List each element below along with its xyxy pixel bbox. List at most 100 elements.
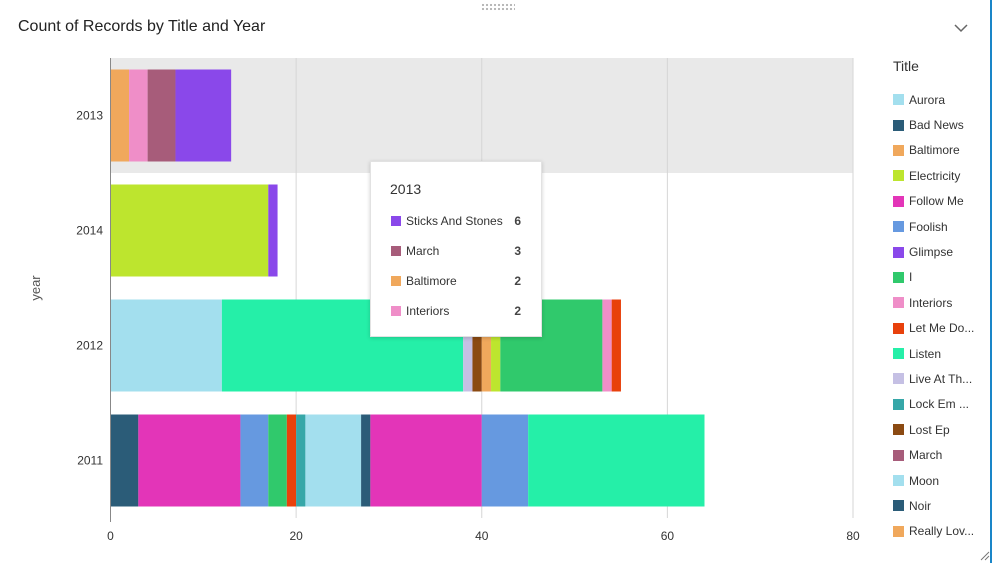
legend-label: Aurora [909,92,946,107]
legend-label: Glimpse [909,245,954,260]
legend-label: Really Lov... [909,524,975,539]
legend-item[interactable]: I [893,265,985,290]
bar-segment[interactable] [138,414,241,507]
legend-item[interactable]: Listen [893,341,985,366]
legend-item[interactable]: Bad News [893,112,985,137]
legend-item[interactable]: Aurora [893,87,985,112]
y-tick-label: 2012 [76,339,103,353]
legend-label: March [909,448,943,463]
tooltip-value: 6 [514,214,521,228]
legend: Title Aurora Bad News Baltimore Electricity… [893,58,985,544]
tooltip-value: 3 [514,244,521,258]
legend-label: Lock Em ... [909,397,970,412]
bar-segment[interactable] [296,414,306,507]
x-tick-label: 40 [475,529,489,543]
bar-segment[interactable] [370,414,482,507]
bar-segment[interactable] [481,299,492,392]
tooltip-swatch [391,276,401,286]
tooltip-title: 2013 [390,181,422,197]
legend-label: Live At Th... [909,371,973,386]
tooltip-swatch [391,246,401,256]
legend-item[interactable]: Interiors [893,290,985,315]
tooltip-swatch [391,216,401,226]
bar-segment[interactable] [481,414,529,507]
bar-segment[interactable] [268,184,278,277]
bar-segment[interactable] [147,69,176,162]
bar-segment[interactable] [110,69,130,162]
legend-label: Follow Me [909,194,964,209]
legend-item[interactable]: Lock Em ... [893,392,985,417]
legend-item[interactable]: Noir [893,493,985,518]
tooltip-value: 2 [514,274,521,288]
legend-item[interactable]: Moon [893,468,985,493]
bar-segment[interactable] [611,299,621,392]
bar-segment[interactable] [491,299,501,392]
legend-item[interactable]: Electricity [893,163,985,188]
legend-item[interactable]: Follow Me [893,189,985,214]
bar-segment[interactable] [305,414,362,507]
legend-swatch [893,119,904,131]
legend-swatch [893,195,904,207]
legend-label: Listen [909,346,942,361]
legend-swatch [893,271,904,283]
bar-segment[interactable] [110,299,222,392]
bar-segment[interactable] [463,299,473,392]
legend-swatch [893,170,904,182]
legend-label: Let Me Do... [909,321,975,336]
legend-item[interactable]: Glimpse [893,239,985,264]
bar-segment[interactable] [110,184,269,277]
legend-item[interactable]: Lost Ep [893,417,985,442]
bar-segment[interactable] [110,414,139,507]
legend-item[interactable]: Let Me Do... [893,316,985,341]
bar-segment[interactable] [268,414,287,507]
bar-segment[interactable] [240,414,269,507]
legend-item[interactable]: March [893,442,985,467]
drag-handle[interactable] [481,3,515,11]
bar-segment[interactable] [129,69,148,162]
bar-segment[interactable] [602,299,612,392]
bar-segment[interactable] [175,69,232,162]
legend-item[interactable]: Foolish [893,214,985,239]
tooltip-row: Baltimore 2 [391,273,521,289]
legend-swatch [893,322,904,334]
x-tick-label: 60 [661,529,675,543]
legend-swatch [893,94,904,106]
legend-swatch [893,475,904,487]
legend-item[interactable]: Baltimore [893,138,985,163]
legend-swatch [893,424,904,436]
legend-item[interactable]: Live At Th... [893,366,985,391]
tooltip-row: March 3 [391,243,521,259]
legend-label: Foolish [909,219,948,234]
tooltip-swatch [391,306,401,316]
bar-segment[interactable] [286,414,297,507]
resize-handle-icon[interactable] [978,548,990,561]
tooltip-row: Interiors 2 [391,303,521,319]
legend-item[interactable]: Really Lov... [893,519,985,544]
x-tick-label: 80 [846,529,860,543]
legend-swatch [893,373,904,385]
y-tick-label: 2013 [76,109,103,123]
bar-segment[interactable] [472,299,482,392]
bar-segment[interactable] [361,414,371,507]
tooltip-label: Interiors [406,304,450,318]
y-axis-title: year [28,275,43,301]
bar-segment[interactable] [528,414,705,507]
chevron-down-icon[interactable] [950,17,972,39]
legend-label: Moon [909,473,940,488]
legend-label: Bad News [909,118,964,133]
legend-swatch [893,144,904,156]
panel-title: Count of Records by Title and Year [18,18,266,35]
tooltip: 2013 Sticks And Stones 6 March 3 Baltimore 2 I… [370,161,542,337]
y-tick-label: 2014 [76,224,103,238]
x-tick-label: 20 [289,529,303,543]
panel-border [990,0,992,563]
x-tick-label: 0 [107,529,114,543]
legend-swatch [893,398,904,410]
legend-label: Baltimore [909,143,960,158]
legend-swatch [893,348,904,360]
tooltip-row: Sticks And Stones 6 [391,213,521,229]
legend-title: Title [893,58,919,74]
stacked-bar-chart: 0 20 40 60 80 2013 2014 2012 2011 year [28,58,860,543]
legend-swatch [893,246,904,258]
legend-swatch [893,221,904,233]
